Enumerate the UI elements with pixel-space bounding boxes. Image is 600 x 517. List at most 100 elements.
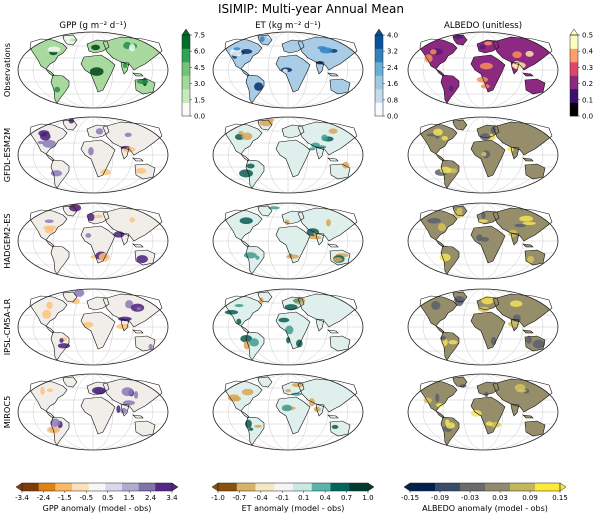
colorbar-extend-arrow bbox=[367, 482, 375, 492]
colorbar-extend-arrow bbox=[211, 482, 219, 492]
colorbar-tick-label: 2.4 bbox=[145, 494, 157, 502]
colorbar-segment bbox=[182, 35, 190, 49]
colorbar-extend-arrow bbox=[559, 482, 567, 492]
colorbar-tick-label: -0.15 bbox=[401, 494, 419, 502]
colorbar-segment bbox=[485, 483, 511, 491]
map-et-row-4 bbox=[212, 288, 364, 366]
map-frame bbox=[17, 373, 169, 451]
map-gpp-row-4 bbox=[17, 288, 169, 366]
colorbar-segment bbox=[330, 483, 350, 491]
anomaly-colorbar-et: -1.0 -0.7 -0.4 -0.1 0.1 0.4 0.7 1.0 ET anomaly (… bbox=[211, 482, 375, 513]
colorbar-tick-label: 0.3 bbox=[582, 64, 593, 72]
map-gpp-row-3 bbox=[17, 202, 169, 280]
map-texture bbox=[42, 289, 153, 350]
colorbar-tick-label: -0.5 bbox=[79, 494, 93, 502]
colorbar-tick-label: -0.7 bbox=[233, 494, 247, 502]
colorbar-segment bbox=[570, 75, 578, 90]
colorbar-segment bbox=[274, 483, 294, 491]
row-label: GFDL-ESM2M bbox=[2, 128, 12, 182]
colorbar-tick-label: 0.03 bbox=[492, 494, 508, 502]
anomaly-colorbar-gpp: -3.4 -2.4 -1.5 -0.5 0.5 1.5 2.4 3.4 GPP anomaly … bbox=[15, 482, 179, 513]
map-albedo-row-4 bbox=[407, 288, 559, 366]
map-gpp-row-1 bbox=[17, 31, 169, 109]
colorbar-tick-label: 0.5 bbox=[102, 494, 113, 502]
map-frame bbox=[407, 31, 559, 109]
map-frame bbox=[407, 288, 559, 366]
colorbar-tick-label: 3.2 bbox=[387, 48, 398, 56]
colorbar-tick-label: 6.0 bbox=[194, 48, 205, 56]
map-texture bbox=[42, 203, 148, 264]
colorbar-segment bbox=[122, 483, 139, 491]
map-frame bbox=[17, 31, 169, 109]
colorbar-extend-arrow bbox=[403, 482, 411, 492]
map-frame bbox=[17, 202, 169, 280]
colorbar-tick-label: 0.0 bbox=[194, 113, 205, 121]
colorbar-frame bbox=[21, 482, 173, 492]
row-label: MIROC5 bbox=[2, 396, 12, 429]
colorbar-label: ET anomaly (model - obs) bbox=[242, 504, 345, 513]
colorbar-tick-label: -3.4 bbox=[15, 494, 29, 502]
map-frame bbox=[407, 202, 559, 280]
map-albedo-row-3 bbox=[407, 202, 559, 280]
row-label: Observations bbox=[2, 43, 12, 97]
colorbar-label: ALBEDO anomaly (model - obs) bbox=[422, 504, 548, 513]
colorbar-segment bbox=[460, 483, 486, 491]
colorbar-tick-label: 0.5 bbox=[582, 32, 593, 40]
colorbar-tick-label: 1.5 bbox=[124, 494, 135, 502]
colorbar-tick-label: 3.4 bbox=[166, 494, 178, 502]
colorbar-extend-arrow bbox=[15, 482, 23, 492]
map-texture bbox=[37, 118, 147, 177]
observation-colorbars: 7.56.04.53.01.50.04.03.22.41.60.80.00.50… bbox=[181, 28, 594, 121]
colorbar-segment bbox=[570, 48, 578, 63]
colorbar-tick-label: -0.09 bbox=[431, 494, 449, 502]
colorbar-tick-label: 3.0 bbox=[194, 80, 205, 88]
colorbar-segment bbox=[155, 483, 173, 491]
map-frame bbox=[17, 288, 169, 366]
colorbar-tick-label: 0.7 bbox=[341, 494, 352, 502]
map-et-row-1 bbox=[212, 31, 364, 109]
map-albedo-row-5 bbox=[407, 373, 559, 451]
colorbar-segment bbox=[218, 483, 238, 491]
colorbar-frame bbox=[217, 482, 369, 492]
colorbar-label: GPP anomaly (model - obs) bbox=[43, 504, 152, 513]
map-et-row-5 bbox=[212, 373, 364, 451]
colorbar-segment bbox=[375, 35, 383, 49]
colorbar-tick-label: 1.5 bbox=[194, 96, 205, 104]
colorbar-segment bbox=[55, 483, 73, 491]
colorbar-tick-label: 2.4 bbox=[387, 64, 399, 72]
map-albedo-row-2 bbox=[407, 116, 559, 194]
colorbar-extend-arrow bbox=[171, 482, 179, 492]
colorbar-segment bbox=[38, 483, 56, 491]
colorbar-tick-label: 0.4 bbox=[582, 48, 594, 56]
map-texture bbox=[426, 126, 515, 176]
colorbar-tick-label: 0.0 bbox=[582, 113, 593, 121]
row-label: IPSL-CM5A-LR bbox=[2, 298, 12, 355]
colorbar-segment bbox=[72, 483, 89, 491]
map-albedo-row-1 bbox=[407, 31, 559, 109]
colorbar-segment bbox=[311, 483, 331, 491]
colorbar-segment bbox=[570, 62, 578, 76]
map-texture bbox=[40, 386, 139, 434]
map-texture bbox=[227, 382, 339, 431]
column-title-albedo: ALBEDO (unitless) bbox=[444, 21, 522, 31]
colorbar-tick-label: 0.09 bbox=[522, 494, 538, 502]
colorbar-frame bbox=[569, 34, 579, 117]
colorbar-segment bbox=[375, 48, 383, 63]
colorbar-segment bbox=[570, 89, 578, 103]
colorbar-segment bbox=[255, 483, 275, 491]
figure-title: ISIMIP: Multi-year Annual Mean bbox=[218, 2, 404, 16]
anomaly-colorbar-albedo: -0.15 -0.09 -0.03 0.03 0.09 0.15 ALBEDO anomal… bbox=[401, 482, 568, 513]
colorbar-tick-label: 0.8 bbox=[387, 96, 398, 104]
colorbar-segment bbox=[570, 102, 578, 117]
map-frame bbox=[212, 31, 364, 109]
map-frame bbox=[407, 373, 559, 451]
row-label: HADGEM2-ES bbox=[2, 213, 12, 268]
colorbar-segment bbox=[375, 62, 383, 76]
colorbar-tick-label: 0.15 bbox=[552, 494, 568, 502]
colorbar-tick-label: 1.0 bbox=[362, 494, 373, 502]
colorbar-segment bbox=[182, 75, 190, 90]
colorbar-segment bbox=[138, 483, 156, 491]
colorbar-tick-label: 0.1 bbox=[298, 494, 309, 502]
colorbar-segment bbox=[410, 483, 436, 491]
